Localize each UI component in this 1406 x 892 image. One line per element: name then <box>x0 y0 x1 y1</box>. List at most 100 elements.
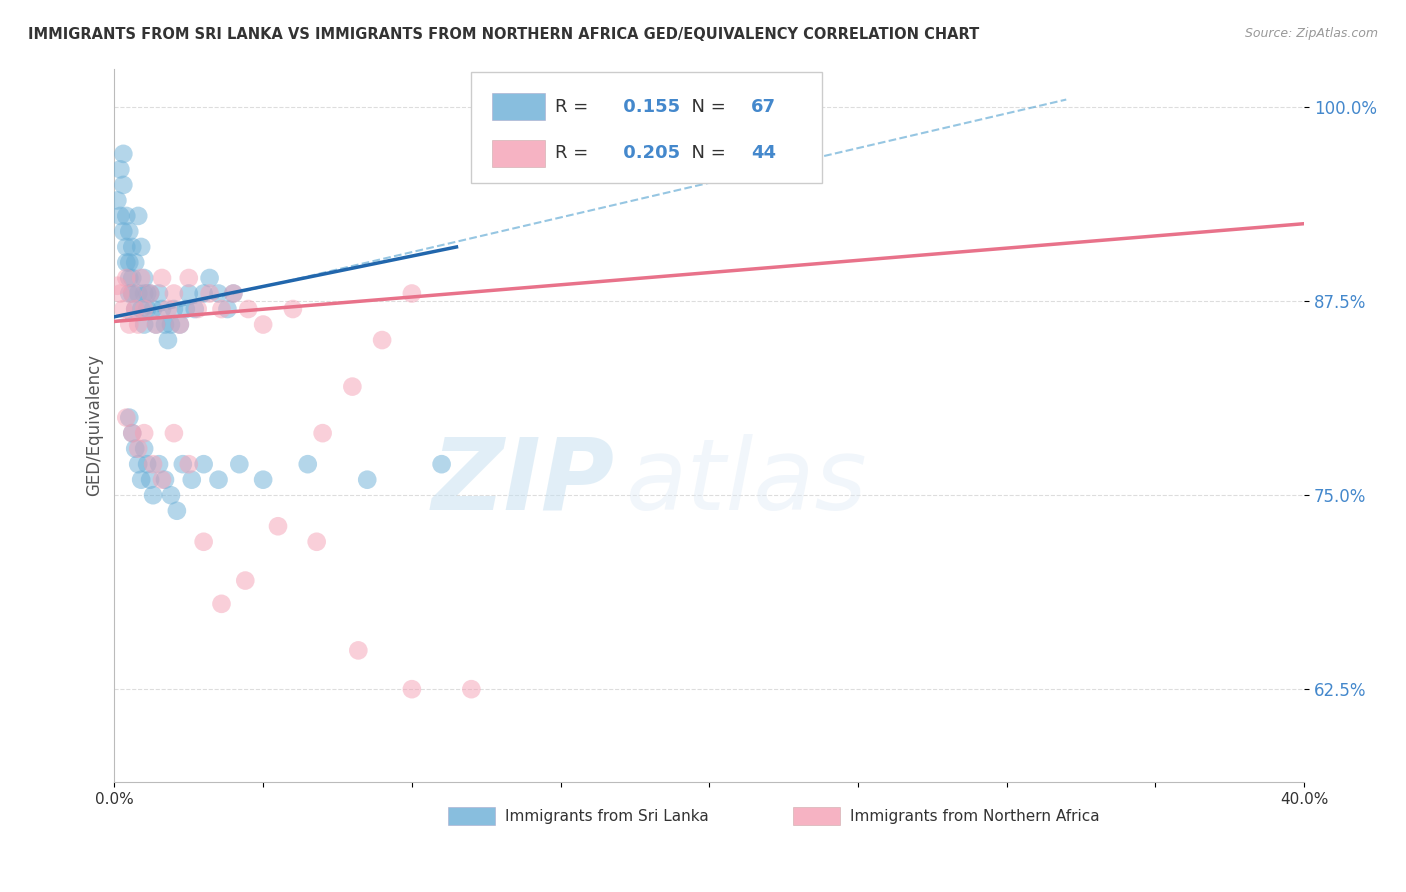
Point <box>134 301 156 316</box>
Point <box>124 255 146 269</box>
Point <box>112 146 135 161</box>
Point <box>460 682 482 697</box>
Point <box>198 286 221 301</box>
Point <box>121 426 143 441</box>
Point <box>142 301 165 316</box>
Point <box>134 271 156 285</box>
Point <box>121 286 143 301</box>
Point <box>121 426 143 441</box>
Point <box>127 457 149 471</box>
Text: R =: R = <box>554 145 593 162</box>
Text: 0.155: 0.155 <box>616 98 679 116</box>
Point <box>163 286 186 301</box>
FancyBboxPatch shape <box>492 140 546 167</box>
Text: 0.205: 0.205 <box>616 145 679 162</box>
Text: R =: R = <box>554 98 593 116</box>
Point <box>207 473 229 487</box>
Point <box>156 301 179 316</box>
Point <box>150 473 173 487</box>
Point <box>163 426 186 441</box>
Text: 44: 44 <box>751 145 776 162</box>
Point <box>118 255 141 269</box>
Point <box>281 301 304 316</box>
Point <box>115 209 138 223</box>
Point <box>142 488 165 502</box>
Point <box>129 271 152 285</box>
Point <box>207 286 229 301</box>
Point <box>211 597 233 611</box>
Point <box>150 301 173 316</box>
Point <box>187 301 209 316</box>
Text: N =: N = <box>679 98 731 116</box>
Point <box>160 488 183 502</box>
Point <box>115 255 138 269</box>
Point <box>401 286 423 301</box>
Point <box>311 426 333 441</box>
Point <box>124 442 146 456</box>
Point <box>121 286 143 301</box>
Point <box>110 209 132 223</box>
Point <box>172 457 194 471</box>
Text: 67: 67 <box>751 98 776 116</box>
Point <box>193 534 215 549</box>
Point <box>198 271 221 285</box>
Text: Immigrants from Sri Lanka: Immigrants from Sri Lanka <box>505 809 709 824</box>
Point <box>356 473 378 487</box>
Point <box>136 301 159 316</box>
Point <box>112 178 135 192</box>
Point <box>347 643 370 657</box>
FancyBboxPatch shape <box>492 93 546 120</box>
Point <box>118 286 141 301</box>
Text: ZIP: ZIP <box>432 434 614 531</box>
Point <box>342 379 364 393</box>
Point <box>228 457 250 471</box>
Point <box>233 574 256 588</box>
Point <box>105 194 128 208</box>
Point <box>163 301 186 316</box>
Point <box>267 519 290 533</box>
Point <box>177 457 200 471</box>
Point <box>401 682 423 697</box>
FancyBboxPatch shape <box>793 807 841 825</box>
Point <box>297 457 319 471</box>
Point <box>252 318 274 332</box>
Point <box>148 457 170 471</box>
Point <box>118 318 141 332</box>
Point <box>115 410 138 425</box>
Point <box>156 333 179 347</box>
Point <box>127 209 149 223</box>
Point <box>177 271 200 285</box>
Point <box>150 271 173 285</box>
Point <box>166 504 188 518</box>
Point <box>110 286 132 301</box>
FancyBboxPatch shape <box>471 72 823 183</box>
Point <box>193 457 215 471</box>
Point <box>121 240 143 254</box>
Point <box>112 301 135 316</box>
Point <box>371 333 394 347</box>
Text: N =: N = <box>679 145 731 162</box>
Point <box>136 457 159 471</box>
Point <box>193 286 215 301</box>
Point <box>252 473 274 487</box>
Point <box>134 286 156 301</box>
Point <box>174 301 197 316</box>
Point <box>134 318 156 332</box>
Point <box>139 286 162 301</box>
Point <box>139 286 162 301</box>
Point <box>139 473 162 487</box>
Point <box>112 224 135 238</box>
Point <box>127 318 149 332</box>
Point <box>217 301 239 316</box>
Point <box>211 301 233 316</box>
Point <box>145 318 167 332</box>
Point <box>105 278 128 293</box>
Point <box>118 410 141 425</box>
Text: atlas: atlas <box>626 434 868 531</box>
FancyBboxPatch shape <box>447 807 495 825</box>
Point <box>169 318 191 332</box>
Point <box>129 301 152 316</box>
Point <box>127 442 149 456</box>
Point <box>134 426 156 441</box>
Point <box>169 318 191 332</box>
